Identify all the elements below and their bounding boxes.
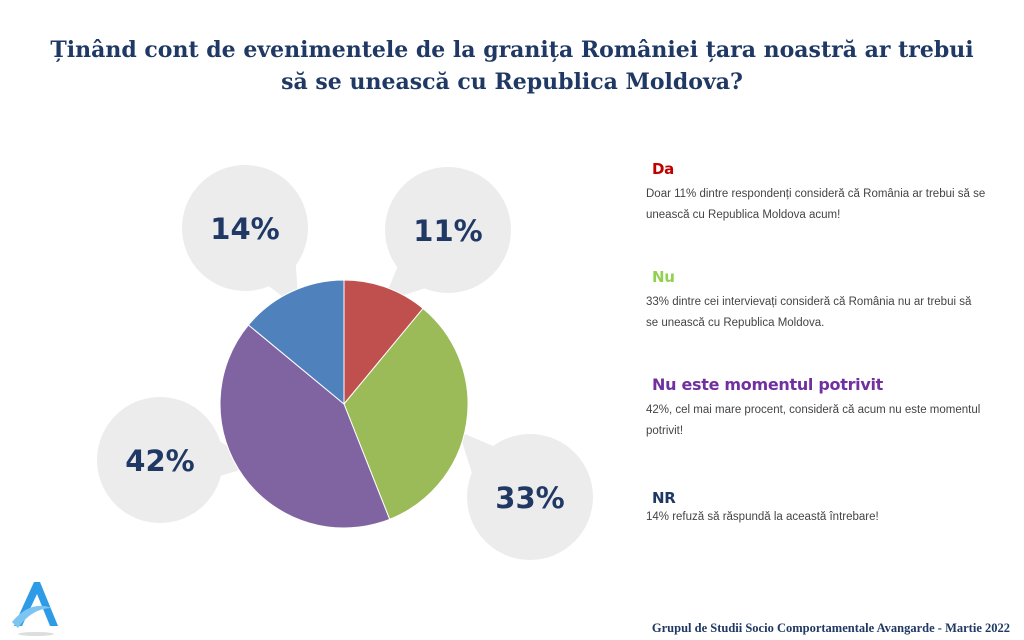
legend-item-nr: NR 14% refuză să răspundă la această înt… (646, 489, 986, 528)
legend-heading: NR (652, 489, 676, 507)
legend-item-nu: Nu 33% dintre cei intervievați consideră… (646, 268, 986, 334)
label-bubble (182, 165, 308, 291)
legend-item-nu-este-momentul: Nu este momentul potrivit 42%, cel mai m… (646, 375, 986, 442)
label-bubble (97, 397, 223, 523)
pie-slice-nr (247, 279, 345, 406)
data-label: 33% (495, 481, 564, 515)
pie-slice-da (343, 279, 424, 406)
legend-heading: Da (652, 160, 674, 178)
legend-description: 33% dintre cei intervievați consideră că… (646, 296, 972, 329)
pie-slice-nu (343, 307, 469, 520)
label-bubble (385, 167, 511, 293)
legend-description: 14% refuză să răspundă la această întreb… (646, 511, 879, 523)
legend-description: Doar 11% dintre respondenți consideră că… (646, 188, 986, 221)
legend-heading: Nu (652, 268, 675, 286)
pie-slice-nu-este-momentul-potrivit (219, 324, 391, 529)
legend-description: 42%, cel mai mare procent, consideră că … (646, 404, 981, 437)
legend-item-da: Da Doar 11% dintre respondenți consideră… (646, 160, 986, 226)
legend-heading: Nu este momentul potrivit (652, 375, 884, 394)
avangarde-logo (12, 582, 58, 636)
chart-title: Ținând cont de evenimentele de la graniț… (50, 37, 974, 95)
data-label: 42% (125, 444, 194, 478)
label-bubble (467, 434, 593, 560)
data-label: 11% (413, 214, 482, 248)
footer-source: Grupul de Studii Socio Comportamentale A… (651, 621, 1010, 635)
data-label: 14% (210, 212, 279, 246)
label-bubble-tail (458, 431, 494, 473)
